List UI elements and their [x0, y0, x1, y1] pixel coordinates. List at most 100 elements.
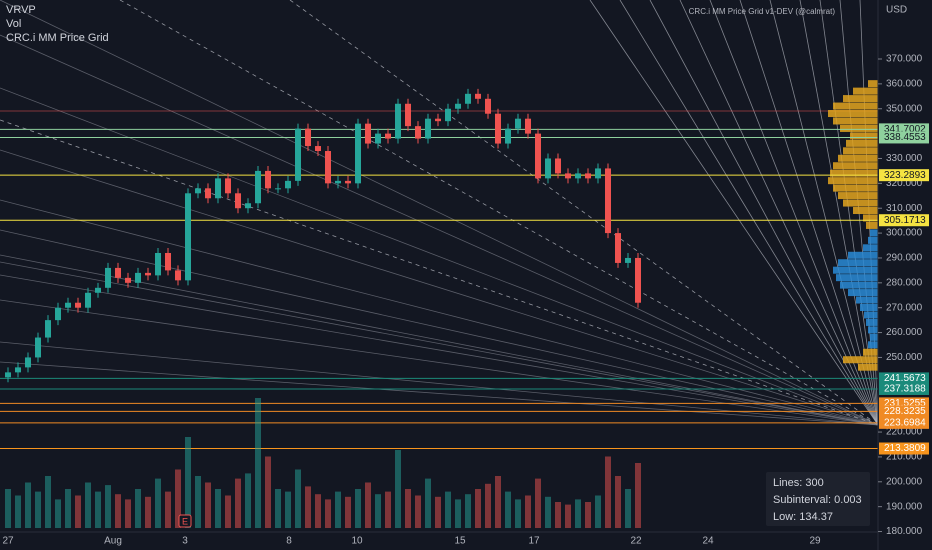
- profile-bar: [830, 169, 878, 177]
- volume-bar: [445, 491, 451, 528]
- x-tick-label: 27: [2, 536, 14, 547]
- profile-bar: [843, 147, 878, 155]
- fan-line: [0, 229, 879, 426]
- candle-body: [545, 158, 551, 179]
- profile-bar: [828, 177, 878, 185]
- volume-bar: [395, 450, 401, 528]
- candle-body: [605, 168, 611, 234]
- volume-bar: [555, 502, 561, 528]
- level-label: 341.7002: [884, 124, 926, 135]
- fan-line: [0, 261, 879, 426]
- candle-body: [105, 267, 111, 288]
- volume-bar: [55, 499, 61, 528]
- candle-body: [25, 357, 31, 368]
- profile-bar: [868, 80, 878, 88]
- level-badge: [879, 131, 929, 144]
- y-tick-label: 300.000: [886, 228, 923, 239]
- y-tick-label: 350.000: [886, 103, 923, 114]
- volume-bar: [425, 478, 431, 528]
- volume-bar: [275, 489, 281, 528]
- dashed-line: [119, 0, 879, 426]
- profile-bar: [860, 304, 878, 311]
- fan-line: [0, 254, 879, 426]
- fan-line: [0, 274, 879, 426]
- candle-body: [155, 252, 161, 276]
- volume-bar: [585, 502, 591, 528]
- profile-bar: [836, 274, 878, 282]
- fan-line: [0, 149, 879, 426]
- x-tick-label: 8: [286, 536, 292, 547]
- candle-body: [335, 180, 341, 184]
- candle-body: [205, 188, 211, 199]
- volume-bar: [195, 476, 201, 528]
- volume-bar: [215, 489, 221, 528]
- y-tick-label: 290.000: [886, 253, 923, 264]
- candle-body: [325, 151, 331, 184]
- volume-bar: [165, 491, 171, 528]
- fan-line: [649, 0, 879, 426]
- level-label: 323.2893: [884, 170, 926, 181]
- y-tick-label: 320.000: [886, 178, 923, 189]
- fan-line: [0, 87, 879, 426]
- indicator-label: VRVP: [6, 4, 36, 16]
- profile-bar: [866, 221, 878, 229]
- x-tick-label: 15: [454, 536, 466, 547]
- level-label: 241.5673: [884, 373, 926, 384]
- level-label: 237.3188: [884, 384, 926, 395]
- volume-bar: [515, 499, 521, 528]
- dashed-line: [289, 0, 879, 426]
- candle-body: [255, 170, 261, 204]
- candle-body: [405, 103, 411, 127]
- fan-line: [769, 0, 879, 426]
- y-tick-label: 310.000: [886, 203, 923, 214]
- y-tick-label: 360.000: [886, 79, 923, 90]
- volume-bar: [465, 494, 471, 528]
- candle-body: [225, 178, 231, 194]
- candle-body: [475, 93, 481, 99]
- profile-bar: [870, 229, 878, 237]
- profile-bar: [848, 289, 878, 297]
- level-label: 228.3235: [884, 406, 926, 417]
- volume-bar: [325, 499, 331, 528]
- profile-bar: [838, 192, 878, 200]
- earnings-marker[interactable]: [178, 514, 192, 528]
- candle-body: [595, 168, 601, 179]
- candle-body: [465, 93, 471, 104]
- y-tick-label: 220.000: [886, 427, 923, 438]
- y-tick-label: 370.000: [886, 54, 923, 65]
- volume-bar: [455, 499, 461, 528]
- candle-body: [515, 118, 521, 129]
- x-tick-label: 10: [351, 536, 363, 547]
- profile-bar: [840, 124, 878, 132]
- level-badge: [879, 382, 929, 395]
- candle-body: [5, 372, 11, 378]
- candle-body: [395, 103, 401, 139]
- profile-bar: [838, 259, 878, 267]
- earnings-label[interactable]: E: [182, 516, 188, 526]
- volume-bar: [225, 495, 231, 528]
- candle-body: [15, 367, 21, 373]
- candle-body: [285, 180, 291, 189]
- fan-line: [0, 361, 879, 426]
- fan-line: [0, 199, 879, 426]
- profile-bar: [840, 281, 878, 289]
- profile-bar: [833, 102, 878, 110]
- profile-bar: [850, 132, 878, 140]
- dashed-line: [0, 119, 879, 426]
- volume-bar: [255, 398, 261, 528]
- profile-bar: [868, 326, 878, 334]
- candle-body: [45, 320, 51, 338]
- volume-bar: [315, 494, 321, 528]
- volume-bar: [435, 496, 441, 528]
- fan-line: [0, 299, 879, 426]
- x-tick-label: 29: [809, 536, 821, 547]
- level-label: 305.1713: [884, 215, 926, 226]
- volume-bar: [35, 491, 41, 528]
- level-badge: [879, 372, 929, 385]
- volume-bar: [405, 489, 411, 528]
- candle-body: [275, 188, 281, 190]
- x-tick-label: 22: [630, 536, 642, 547]
- candle-body: [135, 272, 141, 283]
- volume-bar: [245, 473, 251, 528]
- x-tick-label: 17: [528, 536, 540, 547]
